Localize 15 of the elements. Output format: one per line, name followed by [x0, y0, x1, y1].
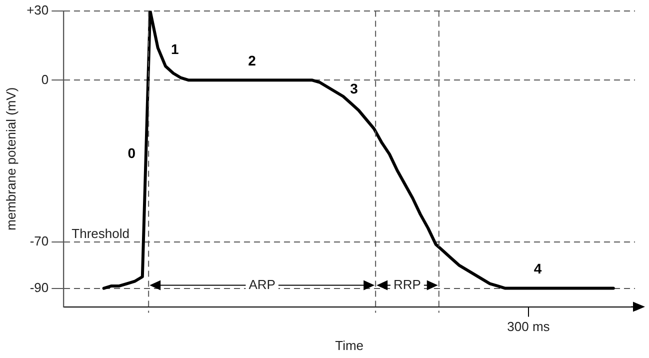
- y-axis-title: membrane potenial (mV): [3, 87, 18, 230]
- annotation: RRP: [394, 276, 421, 292]
- annotation: Threshold: [72, 226, 130, 242]
- annotation: 2: [248, 52, 256, 69]
- x-axis-title: Time: [335, 338, 364, 353]
- y-tick-label: +30: [26, 2, 49, 18]
- y-tick-label: 0: [41, 72, 49, 87]
- annotation: 3: [350, 80, 358, 96]
- y-tick-label: -90: [30, 280, 49, 295]
- annotation: 0: [128, 145, 136, 162]
- annotation: ARP: [248, 276, 276, 292]
- annotation: 4: [534, 260, 542, 277]
- annotation: 1: [170, 40, 179, 57]
- y-tick-label: -70: [30, 234, 49, 249]
- x-tick-label: 300 ms: [507, 319, 550, 334]
